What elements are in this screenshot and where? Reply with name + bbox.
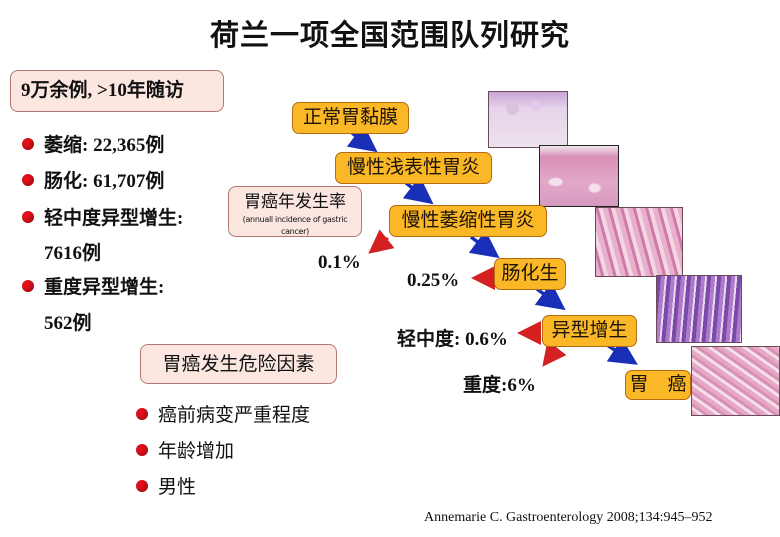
histology-image-intestinal-metaplasia bbox=[656, 275, 742, 343]
stage-dysplasia: 异型增生 bbox=[542, 315, 637, 347]
incidence-legend-box: 胃癌年发生率 (annuall incidence of gastric can… bbox=[228, 186, 362, 237]
incidence-legend-subtitle: (annuall incidence of gastric cancer) bbox=[242, 215, 348, 236]
bullet-icon bbox=[22, 279, 34, 292]
rate-arrow-severe-dysplasia bbox=[542, 340, 567, 367]
case-count-item: 萎缩: 22,365例 bbox=[22, 130, 164, 157]
histology-image-atrophic-gastritis bbox=[595, 207, 683, 277]
case-count-item: 重度异型增生: bbox=[22, 272, 164, 299]
stage-normal-mucosa: 正常胃黏膜 bbox=[292, 102, 409, 134]
rate-arrow-atrophic bbox=[368, 229, 395, 254]
stage-superficial-gastritis: 慢性浅表性胃炎 bbox=[335, 152, 492, 184]
risk-factor-item: 男性 bbox=[136, 472, 196, 499]
bullet-icon bbox=[22, 210, 34, 223]
case-count-item: 轻中度异型增生: bbox=[22, 203, 183, 230]
arrow-normal-to-superficial bbox=[346, 124, 378, 153]
histology-image-dysplasia-cancer bbox=[691, 346, 780, 416]
arrow-atrophic-to-metaplasia bbox=[468, 230, 500, 259]
bullet-icon bbox=[22, 137, 34, 150]
arrow-superficial-to-atrophic bbox=[402, 176, 434, 205]
page-title: 荷兰一项全国范围队列研究 bbox=[209, 18, 570, 52]
case-count-continuation: 7616例 bbox=[44, 243, 102, 264]
bullet-icon bbox=[136, 407, 148, 420]
bullet-icon bbox=[136, 443, 148, 456]
case-count-continuation: 562例 bbox=[44, 313, 92, 334]
arrow-dysplasia-to-cancer bbox=[606, 337, 638, 365]
rate-severe-dysplasia: 重度:6% bbox=[463, 375, 536, 396]
rate-intestinal-metaplasia: 0.25% bbox=[407, 270, 460, 291]
stage-gastric-cancer: 胃 癌 bbox=[625, 370, 691, 400]
citation: Annemarie C. Gastroenterology 2008;134:9… bbox=[424, 510, 713, 525]
stage-intestinal-metaplasia: 肠化生 bbox=[494, 258, 566, 290]
risk-factor-item: 年龄增加 bbox=[136, 436, 234, 463]
stage-atrophic-gastritis: 慢性萎缩性胃炎 bbox=[389, 205, 547, 237]
risk-factor-item: 癌前病变严重程度 bbox=[136, 400, 310, 427]
risk-factors-heading: 胃癌发生危险因素 bbox=[140, 344, 337, 384]
bullet-icon bbox=[22, 173, 34, 186]
histology-image-superficial-gastritis bbox=[539, 145, 619, 207]
case-count-item: 肠化: 61,707例 bbox=[22, 166, 164, 193]
rate-mild-moderate-dysplasia: 轻中度: 0.6% bbox=[397, 329, 508, 350]
histology-image-normal bbox=[488, 91, 568, 148]
cohort-summary-box: 9万余例, >10年随访 bbox=[10, 70, 224, 112]
arrow-metaplasia-to-dysplasia bbox=[534, 282, 566, 311]
bullet-icon bbox=[136, 479, 148, 492]
incidence-legend-title: 胃癌年发生率 bbox=[244, 192, 346, 212]
rate-atrophic-gastritis: 0.1% bbox=[318, 252, 361, 273]
